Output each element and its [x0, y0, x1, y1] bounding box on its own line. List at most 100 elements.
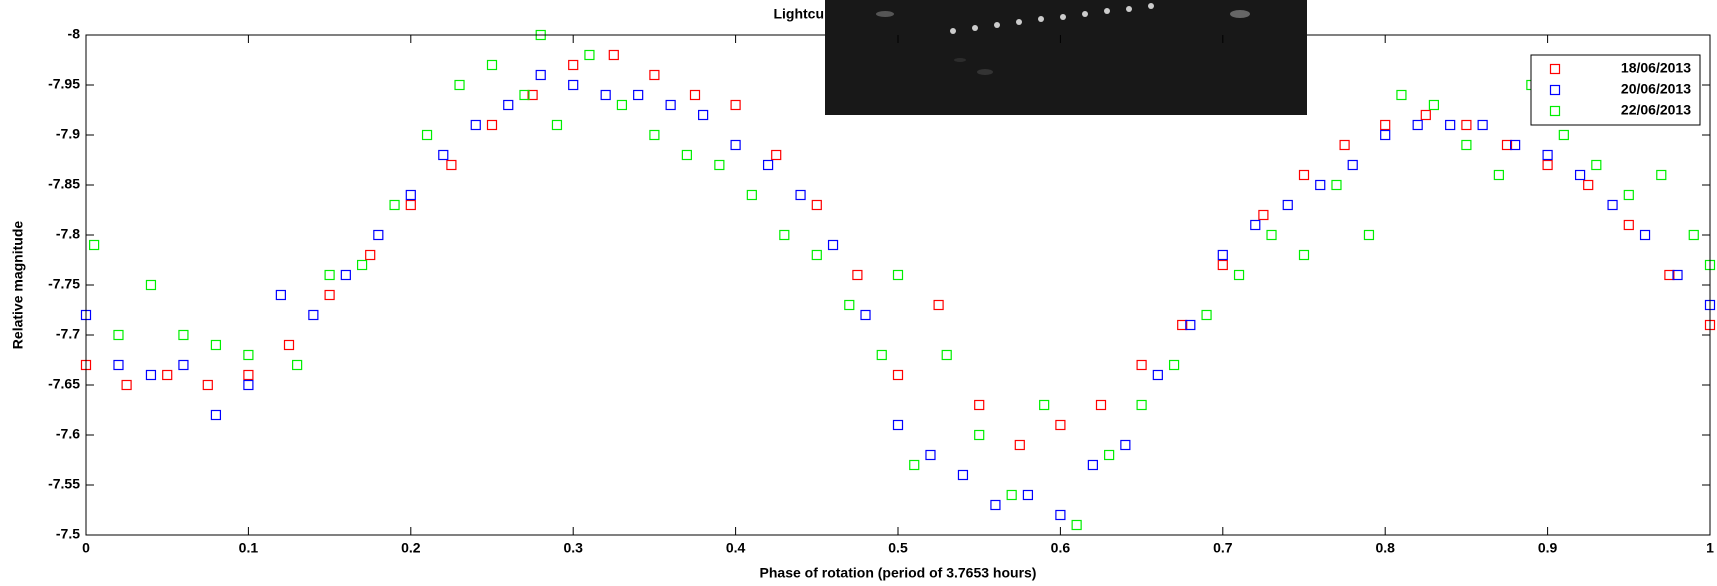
marker	[1542, 159, 1553, 171]
marker	[178, 329, 189, 341]
y-tick-label: -7.55	[48, 476, 80, 492]
x-tick-label: 0.6	[1051, 540, 1071, 556]
marker	[568, 59, 579, 71]
legend: 18/06/2013 20/06/2013 22/06/2013	[1530, 54, 1701, 126]
marker	[535, 69, 546, 81]
marker	[876, 349, 887, 361]
marker	[243, 379, 254, 391]
x-tick-label: 0.9	[1538, 540, 1558, 556]
marker	[1607, 199, 1618, 211]
marker	[811, 199, 822, 211]
marker	[324, 269, 335, 281]
marker	[1623, 219, 1634, 231]
marker	[283, 339, 295, 351]
marker	[974, 399, 985, 411]
marker	[389, 199, 400, 211]
x-tick-label: 0	[82, 540, 90, 556]
marker	[974, 429, 985, 441]
marker	[1420, 109, 1431, 121]
marker	[1412, 119, 1423, 131]
marker	[730, 139, 741, 151]
marker	[698, 109, 709, 121]
marker	[1136, 359, 1147, 371]
y-tick-label: -7.7	[56, 326, 80, 342]
marker	[113, 329, 124, 341]
marker	[1363, 229, 1375, 241]
marker	[616, 99, 628, 111]
marker	[162, 369, 173, 381]
inset-background	[825, 0, 1307, 115]
legend-label: 22/06/2013	[1621, 102, 1691, 118]
marker	[210, 409, 222, 421]
y-tick-label: -7.65	[48, 376, 80, 392]
marker	[89, 239, 100, 251]
marker	[1233, 269, 1245, 281]
series	[89, 29, 1716, 531]
marker	[1250, 219, 1261, 231]
marker	[1591, 159, 1602, 171]
marker	[811, 249, 822, 261]
marker	[762, 159, 774, 171]
marker	[1672, 269, 1683, 281]
marker	[1039, 399, 1050, 411]
marker	[340, 269, 351, 281]
marker	[892, 269, 904, 281]
x-tick-label: 0.4	[726, 540, 746, 556]
marker	[1217, 259, 1228, 271]
marker	[446, 159, 457, 171]
marker	[1087, 459, 1098, 471]
marker	[1445, 119, 1456, 131]
series	[80, 49, 1716, 451]
legend-marker	[1549, 84, 1561, 96]
marker	[1664, 269, 1675, 281]
marker	[1623, 189, 1634, 201]
marker	[892, 419, 904, 431]
marker	[1168, 359, 1180, 371]
x-tick-label: 0.8	[1375, 540, 1395, 556]
x-tick-label: 0.3	[563, 540, 583, 556]
marker	[551, 119, 563, 131]
marker	[681, 149, 692, 161]
legend-label: 18/06/2013	[1621, 60, 1691, 76]
marker	[1688, 229, 1699, 241]
marker	[827, 239, 839, 251]
marker	[243, 369, 254, 381]
marker	[470, 119, 481, 131]
y-tick-label: -7.5	[56, 526, 80, 542]
marker	[852, 269, 863, 281]
marker	[145, 279, 157, 291]
marker	[779, 229, 790, 241]
marker	[957, 469, 969, 481]
inset-star	[876, 11, 894, 17]
marker	[1542, 149, 1553, 161]
marker	[1428, 99, 1440, 111]
marker	[1583, 179, 1594, 191]
marker	[1501, 139, 1513, 151]
marker	[405, 189, 416, 201]
marker	[892, 369, 904, 381]
marker	[1461, 139, 1472, 151]
y-tick-label: -7.6	[56, 426, 80, 442]
marker	[202, 379, 213, 391]
marker	[405, 199, 416, 211]
marker	[1120, 439, 1131, 451]
marker	[1493, 169, 1504, 181]
x-tick-label: 0.1	[239, 540, 259, 556]
marker	[795, 189, 806, 201]
marker	[1331, 179, 1342, 191]
marker	[649, 69, 660, 81]
marker	[568, 79, 579, 91]
marker	[689, 89, 701, 101]
inset-star	[954, 58, 966, 62]
marker	[1298, 249, 1310, 261]
marker	[438, 149, 449, 161]
marker	[1282, 199, 1293, 211]
marker	[1177, 319, 1188, 331]
marker	[1315, 179, 1326, 191]
marker	[909, 459, 920, 471]
x-tick-label: 0.5	[888, 540, 908, 556]
marker	[486, 59, 498, 71]
x-tick-label: 0.7	[1213, 540, 1233, 556]
marker	[1461, 119, 1472, 131]
chart-title: Lightcu	[773, 6, 824, 22]
